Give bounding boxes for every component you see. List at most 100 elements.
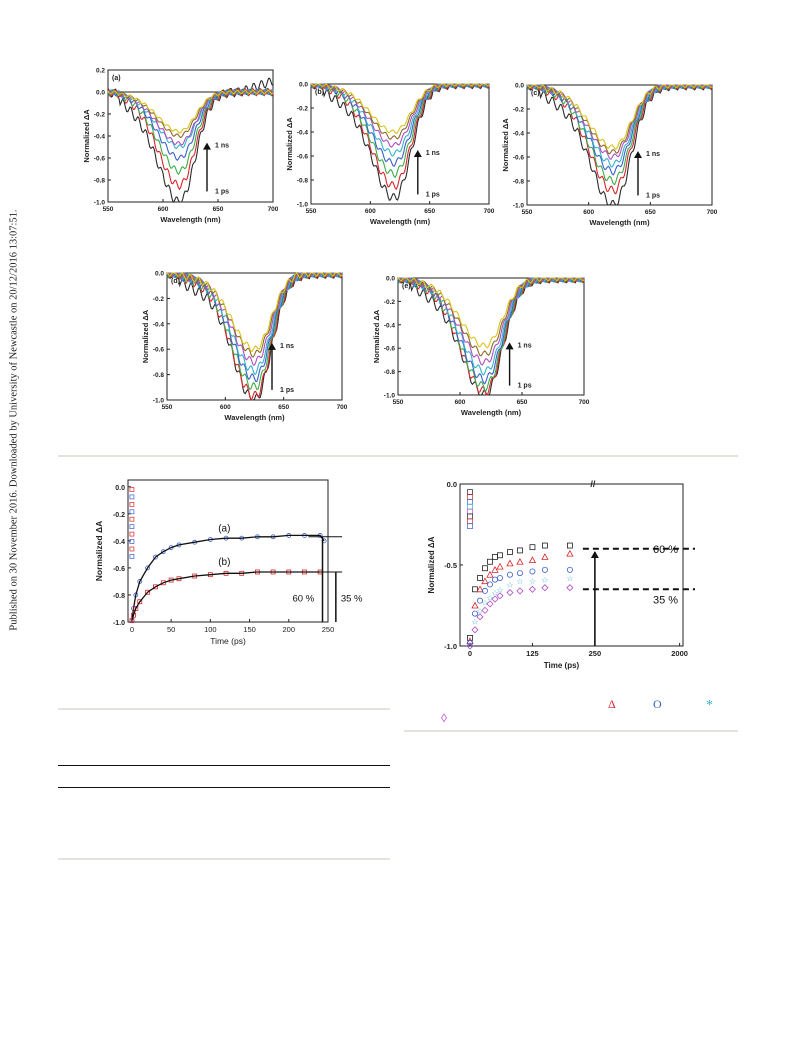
early-point	[467, 523, 473, 529]
multi-decay-chart: 0.0 -0.5 -1.0 0 125 250 2000 Time (ps) Normalize…	[427, 479, 695, 670]
series-label-b: (b)	[218, 557, 230, 568]
y-tick-label: -1.0	[113, 620, 125, 627]
marker-diamond	[466, 642, 474, 650]
x-tick-label: 600	[365, 208, 376, 215]
y-tick-label: -0.6	[384, 346, 396, 353]
early-point	[129, 546, 135, 552]
marker-square	[567, 542, 573, 549]
arrow-top-label: 1 ns	[215, 143, 229, 150]
y-tick-label: -0.6	[153, 347, 165, 354]
early-point	[467, 494, 473, 500]
spectrum-series	[398, 277, 585, 357]
plot-frame	[166, 272, 343, 401]
percent-35: 35 %	[653, 594, 678, 606]
x-axis-label: Time (ps)	[544, 661, 580, 670]
arrowhead	[590, 551, 599, 559]
time-arrowhead	[268, 342, 276, 350]
spectrum-series	[107, 87, 274, 191]
y-axis-label: Normalized ΔA	[285, 117, 294, 171]
spectrum-series	[526, 84, 713, 195]
time-arrowhead	[203, 142, 211, 150]
y-tick-label: -0.2	[153, 296, 165, 303]
data-point-b	[133, 606, 139, 611]
y-tick-label: -0.6	[94, 156, 106, 163]
x-tick-label: 700	[579, 399, 590, 406]
arrow-top-label: 1 ns	[646, 151, 660, 158]
y-axis-label: Normalized ΔA	[372, 309, 381, 363]
y-tick-label: -1.0	[297, 202, 309, 209]
spectrum-series	[107, 77, 274, 203]
star-symbol: *	[706, 698, 713, 713]
y-tick-label: -0.8	[297, 178, 309, 185]
marker-circle	[506, 571, 513, 578]
marker-diamond	[496, 592, 504, 600]
spectrum-series	[526, 84, 713, 186]
early-point	[467, 513, 473, 520]
table-top-rule	[58, 765, 390, 766]
time-arrowhead	[634, 151, 642, 158]
y-axis-label: Normalized ΔA	[427, 536, 436, 593]
x-axis-label: Wavelength (nm)	[160, 215, 221, 224]
section-divider	[58, 455, 738, 457]
marker-triangle	[491, 566, 499, 573]
marker-square	[507, 549, 513, 555]
x-axis-label: Wavelength (nm)	[370, 217, 431, 226]
x-tick-label: 600	[583, 209, 594, 216]
x-tick-label: 0	[468, 649, 472, 658]
marker-triangle	[516, 557, 524, 565]
spectrum-series	[167, 272, 343, 401]
x-tick-label: 650	[278, 404, 289, 411]
plot-frame	[127, 479, 329, 623]
arrow-top-label: 1 ns	[280, 343, 294, 350]
spectrum-series	[311, 83, 490, 201]
y-tick-label: -0.2	[297, 106, 309, 113]
y-tick-label: -1.0	[444, 642, 457, 651]
marker-circle	[481, 587, 488, 594]
early-point	[129, 516, 135, 522]
x-tick-label: 50	[167, 625, 175, 634]
x-tick-label: 100	[204, 625, 217, 634]
x-tick-label: 650	[213, 206, 224, 213]
marker-circle	[541, 566, 548, 573]
data-point-a	[160, 549, 166, 555]
series-label-a: (a)	[218, 523, 230, 534]
marker-square	[542, 542, 548, 549]
spectrum-series	[310, 83, 490, 135]
y-tick-label: -1.0	[513, 203, 525, 210]
marker-star: ☆	[466, 640, 473, 649]
y-tick-label: -0.4	[384, 322, 396, 329]
y-axis-label: Normalized ΔA	[501, 118, 510, 172]
marker-star: ☆	[476, 606, 483, 615]
arrow-bottom-label: 1 ps	[426, 191, 440, 198]
x-tick-label: 250	[322, 625, 335, 634]
y-tick-label: -0.6	[113, 566, 125, 573]
x-tick-label: 700	[707, 209, 718, 216]
spectrum-series	[311, 83, 490, 148]
early-point	[129, 554, 135, 559]
marker-triangle	[471, 601, 479, 609]
spectrum-series	[310, 83, 489, 157]
marker-circle	[566, 566, 573, 573]
table-header-rule	[58, 787, 390, 788]
y-tick-label: -0.2	[384, 299, 396, 306]
y-tick-label: -1.0	[153, 398, 165, 405]
early-point	[129, 531, 135, 537]
marker-circle	[516, 570, 523, 577]
y-tick-label: -0.8	[153, 372, 165, 379]
marker-circle	[467, 639, 474, 646]
early-point	[467, 518, 473, 525]
y-tick-label: 0.0	[155, 271, 164, 278]
panel-label: (e)	[402, 283, 411, 290]
caption-rule-left	[58, 708, 390, 710]
marker-star: ☆	[541, 576, 548, 585]
y-tick-label: 0.0	[115, 485, 125, 492]
marker-diamond	[541, 584, 549, 592]
side-watermark: Published on 30 November 2016. Downloade…	[4, 200, 24, 640]
decay-kinetics-chart: 0.0 -0.2 -0.4 -0.6 -0.8 -1.0 0 50 100 150 200 250 Ti…	[94, 479, 363, 646]
marker-square	[472, 586, 478, 593]
spectrum-series	[166, 272, 343, 401]
download-notice: Published on 30 November 2016. Downloade…	[8, 209, 20, 631]
